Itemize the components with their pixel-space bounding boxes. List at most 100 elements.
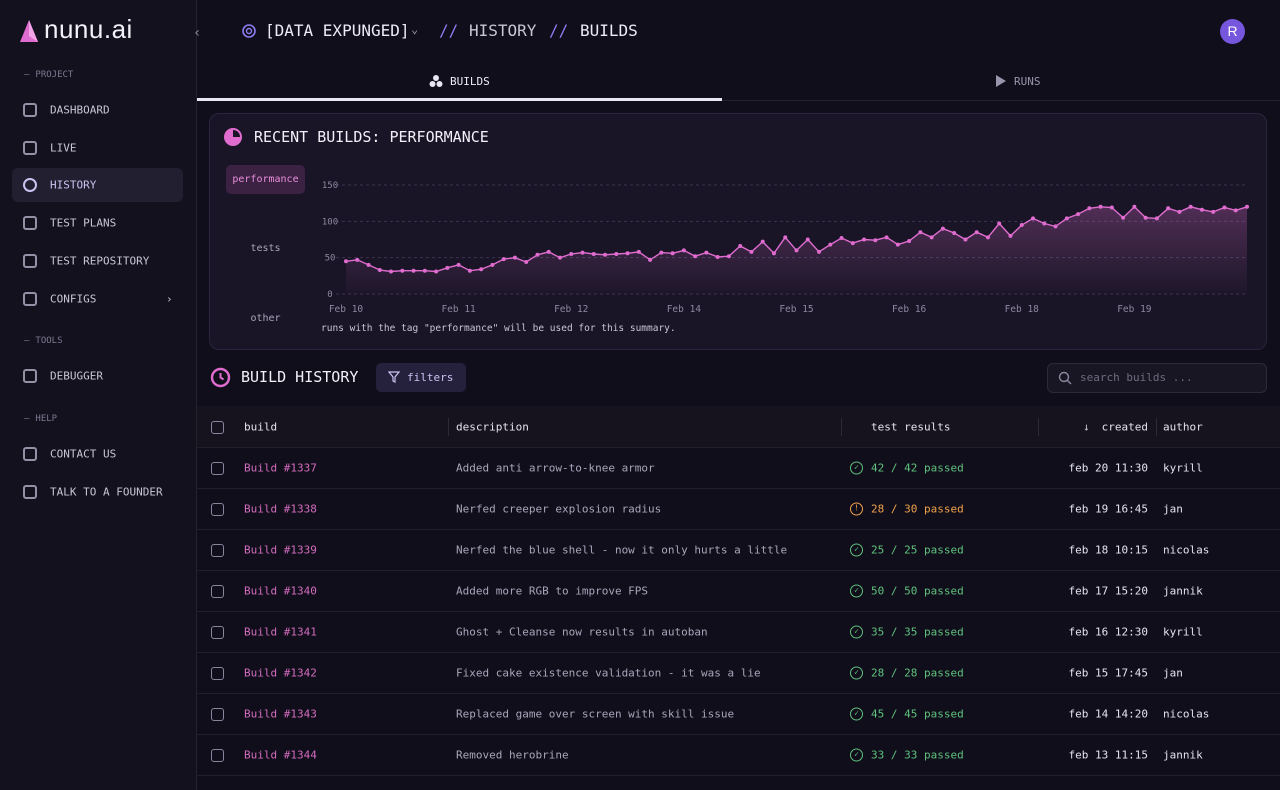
pass-icon: ✓ xyxy=(850,666,863,680)
table-row[interactable]: Build #1341 Ghost + Cleanse now results i… xyxy=(197,612,1280,653)
avatar[interactable]: R xyxy=(1220,19,1245,44)
build-link[interactable]: Build #1337 xyxy=(244,461,317,475)
test-result: 45 / 45 passed xyxy=(871,707,964,721)
tag-chip[interactable]: tests xyxy=(250,243,281,254)
column-header[interactable]: test results xyxy=(871,420,951,433)
nav-item[interactable]: DASHBOARD xyxy=(50,103,110,117)
nav-item[interactable]: LIVE xyxy=(50,141,77,155)
nav-item[interactable]: CONTACT US xyxy=(50,447,117,461)
point xyxy=(1008,233,1013,238)
logo-icon xyxy=(20,20,38,42)
column-header[interactable]: author xyxy=(1163,420,1203,433)
table-row[interactable]: Build #1342 Fixed cake existence validati… xyxy=(197,653,1280,694)
pass-icon: ✓ xyxy=(850,748,863,762)
row-checkbox[interactable] xyxy=(211,708,224,721)
point xyxy=(1019,222,1024,227)
description: Ghost + Cleanse now results in autoban xyxy=(456,625,708,639)
breadcrumb[interactable]: HISTORY xyxy=(469,21,537,40)
point xyxy=(535,252,540,257)
nav-item[interactable]: CONFIGS xyxy=(50,292,97,305)
row-checkbox[interactable] xyxy=(211,462,224,475)
line-chart: 0 50 100 150 Feb 10 Feb 11 Feb 12 Feb 14 Feb 15 F… xyxy=(322,181,1249,315)
build-link[interactable]: Build #1342 xyxy=(244,666,317,680)
column-header[interactable]: created xyxy=(1101,420,1148,433)
nav-item[interactable]: TEST PLANS xyxy=(50,216,117,230)
table-row[interactable]: Build #1337 Added anti arrow-to-knee armo… xyxy=(197,448,1280,489)
search-input[interactable]: search builds ... xyxy=(1047,363,1267,393)
description: Nerfed creeper explosion radius xyxy=(456,502,662,516)
search-icon xyxy=(1058,371,1072,385)
point xyxy=(873,238,878,243)
build-link[interactable]: Build #1340 xyxy=(244,584,317,598)
nav-item[interactable]: TALK TO A FOUNDER xyxy=(50,485,163,499)
nav-item[interactable]: DEBUGGER xyxy=(50,369,103,383)
project-dropdown[interactable]: ⌄ xyxy=(411,22,419,36)
build-link[interactable]: Build #1338 xyxy=(244,502,317,516)
table-row[interactable]: Build #1339 Nerfed the blue shell - now i… xyxy=(197,530,1280,571)
created-date: feb 14 14:20 xyxy=(1068,707,1148,721)
point xyxy=(1121,215,1126,220)
row-checkbox[interactable] xyxy=(211,626,224,639)
point xyxy=(681,248,686,253)
breadcrumb[interactable]: BUILDS xyxy=(580,21,638,40)
point xyxy=(1188,204,1193,209)
author: jannik xyxy=(1163,748,1203,762)
table-row[interactable]: Build #1340 Added more RGB to improve FPS… xyxy=(197,571,1280,612)
point xyxy=(659,250,664,255)
point xyxy=(1166,206,1171,211)
filters-button[interactable]: filters xyxy=(376,363,466,392)
point xyxy=(1042,221,1047,226)
project-name[interactable]: [DATA EXPUNGED] xyxy=(265,21,410,40)
row-checkbox[interactable] xyxy=(211,544,224,557)
tab-underline xyxy=(197,98,722,101)
column-separator xyxy=(1038,418,1039,436)
point xyxy=(1109,205,1114,210)
filter-icon xyxy=(388,371,400,383)
row-checkbox[interactable] xyxy=(211,667,224,680)
table-row[interactable]: Build #1343 Replaced game over screen wit… xyxy=(197,694,1280,735)
build-link[interactable]: Build #1344 xyxy=(244,748,317,762)
runs-tab-icon xyxy=(996,75,1006,87)
tab[interactable]: RUNS xyxy=(1014,75,1041,88)
tab[interactable]: BUILDS xyxy=(450,75,490,88)
column-header[interactable]: description xyxy=(456,420,529,433)
row-checkbox[interactable] xyxy=(211,749,224,762)
breadcrumb-separator: // xyxy=(549,21,569,40)
point xyxy=(895,242,900,247)
column-header[interactable]: build xyxy=(244,420,278,433)
build-link[interactable]: Build #1341 xyxy=(244,625,317,639)
build-link[interactable]: Build #1343 xyxy=(244,707,317,721)
point xyxy=(377,268,382,273)
build-link[interactable]: Build #1339 xyxy=(244,543,317,557)
point xyxy=(445,265,450,270)
point xyxy=(1031,216,1036,221)
sort-arrow[interactable]: ↓ xyxy=(1083,420,1090,433)
column-separator xyxy=(841,418,842,436)
collapse-button[interactable]: ‹ xyxy=(193,25,202,41)
pass-icon: ✓ xyxy=(850,707,863,721)
point xyxy=(862,237,867,242)
point xyxy=(693,254,698,259)
tag-chip[interactable]: performance xyxy=(226,165,305,194)
point xyxy=(839,236,844,241)
tag-chip[interactable]: other xyxy=(250,313,281,324)
nav-item[interactable]: HISTORY xyxy=(50,178,97,192)
point xyxy=(1245,204,1249,209)
point xyxy=(997,221,1002,226)
author: kyrill xyxy=(1163,625,1203,639)
point xyxy=(1222,205,1227,210)
table-row[interactable]: Build #1338 Nerfed creeper explosion radi… xyxy=(197,489,1280,530)
builds-tab-icon xyxy=(429,75,443,87)
row-checkbox[interactable] xyxy=(211,585,224,598)
column-separator xyxy=(1156,418,1157,436)
table-row[interactable]: Build #1344 Removed herobrine ✓ 33 / 33 pas… xyxy=(197,735,1280,776)
point xyxy=(1233,208,1238,213)
warn-icon: ! xyxy=(850,502,863,516)
header-checkbox[interactable] xyxy=(211,420,224,434)
nav-icon xyxy=(23,446,37,461)
nav-item[interactable]: TEST REPOSITORY xyxy=(50,254,150,268)
row-checkbox[interactable] xyxy=(211,503,224,516)
nav-icon xyxy=(23,178,37,193)
point xyxy=(355,257,360,262)
